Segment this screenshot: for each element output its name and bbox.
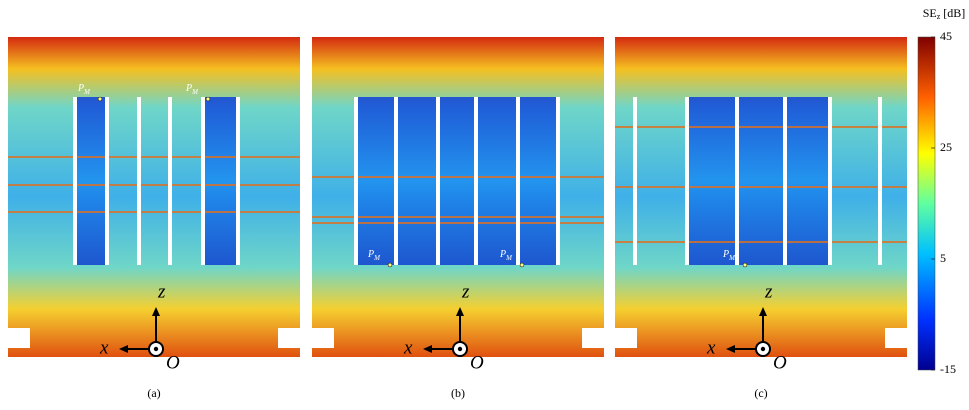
colorbar-tick-label: 5 [940, 251, 946, 265]
point [388, 263, 392, 267]
axis-label-z: z [157, 281, 166, 302]
point-letter: P [367, 249, 374, 260]
point-letter: P [185, 83, 192, 94]
point [520, 263, 524, 267]
panel-label: (a) [147, 386, 160, 400]
notch [885, 328, 907, 348]
slot [394, 97, 398, 265]
slot [685, 97, 689, 265]
slot [73, 97, 77, 265]
field-map [8, 37, 300, 357]
colorbar-tick-label: 45 [940, 29, 952, 43]
field-region [738, 97, 783, 265]
slot [783, 97, 787, 265]
field-region [519, 97, 556, 265]
axis-label-x: x [706, 337, 716, 358]
field-region [688, 97, 735, 265]
origin-label: O [773, 352, 787, 373]
slot [735, 97, 739, 265]
point [98, 97, 102, 101]
point-subscript: M [83, 88, 91, 96]
origin-dot [458, 347, 462, 351]
point-subscript: M [191, 88, 199, 96]
slot [633, 97, 637, 265]
notch [615, 328, 637, 348]
slot [516, 97, 520, 265]
slot [105, 97, 109, 265]
field-region [204, 97, 236, 265]
slot [474, 97, 478, 265]
colorbar-title-sub: z [937, 12, 941, 21]
slot [436, 97, 440, 265]
point-subscript: M [373, 254, 381, 262]
colorbar-title-unit: [dB] [943, 6, 965, 20]
slot [354, 97, 358, 265]
slot [878, 97, 882, 265]
field-region [439, 97, 474, 265]
axis-label-x: x [403, 337, 413, 358]
origin-dot [761, 347, 765, 351]
origin-dot [154, 347, 158, 351]
origin-label: O [166, 352, 180, 373]
point-letter: P [722, 249, 729, 260]
slot [236, 97, 240, 265]
slot [137, 97, 141, 265]
point-subscript: M [728, 254, 736, 262]
point [743, 263, 747, 267]
field-region [357, 97, 394, 265]
axis-label-z: z [764, 281, 773, 302]
notch [8, 328, 30, 348]
colorbar-tick-label: 25 [940, 140, 952, 154]
point-letter: P [499, 249, 506, 260]
axis-label-x: x [99, 337, 109, 358]
origin-label: O [470, 352, 484, 373]
point [206, 97, 210, 101]
field-region [397, 97, 436, 265]
field-region [76, 97, 105, 265]
colorbar-title: SEz[dB] [923, 6, 966, 21]
slot [168, 97, 172, 265]
notch [582, 328, 604, 348]
panel-label: (c) [754, 386, 767, 400]
panel: x z O PM (c) [615, 37, 907, 400]
point-subscript: M [505, 254, 513, 262]
point-letter: P [77, 83, 84, 94]
colorbar-title-main: SE [923, 6, 937, 20]
notch [278, 328, 300, 348]
slot [556, 97, 560, 265]
notch [312, 328, 334, 348]
slot [201, 97, 205, 265]
colorbar [918, 37, 935, 370]
slot [828, 97, 832, 265]
axis-label-z: z [461, 281, 470, 302]
figure: SEz[dB] -1552545xzOPMPM(a)xzOPMPM(b)xzOP… [0, 0, 969, 410]
panel-label: (b) [451, 386, 465, 400]
field-region [786, 97, 828, 265]
colorbar-tick-label: -15 [940, 362, 956, 376]
field-region [477, 97, 516, 265]
